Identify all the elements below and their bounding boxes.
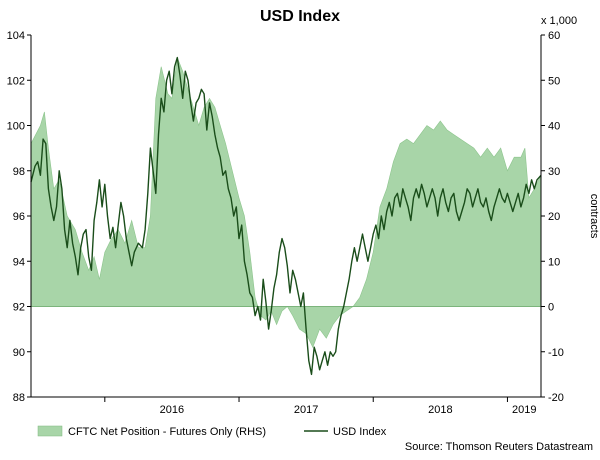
right-tick-label: 40 xyxy=(548,121,560,133)
right-tick-label: -20 xyxy=(548,392,564,404)
legend-area-label: CFTC Net Position - Futures Only (RHS) xyxy=(68,426,266,438)
left-tick-label: 88 xyxy=(13,392,25,404)
right-tick-label: 60 xyxy=(548,30,560,42)
left-tick-label: 104 xyxy=(7,30,25,42)
source-note: Source: Thomson Reuters Datastream xyxy=(405,441,593,453)
right-tick-label: 30 xyxy=(548,166,560,178)
left-tick-label: 92 xyxy=(13,302,25,314)
right-tick-label: 50 xyxy=(548,75,560,87)
line-layer xyxy=(30,56,542,376)
right-tick-label: 20 xyxy=(548,211,560,223)
x-tick-label: 2016 xyxy=(160,404,184,416)
left-tick-label: 96 xyxy=(13,211,25,223)
usd-index-line xyxy=(30,56,542,376)
legend: CFTC Net Position - Futures Only (RHS) U… xyxy=(37,425,387,438)
left-tick-label: 100 xyxy=(7,121,25,133)
legend-area-swatch xyxy=(37,425,63,437)
chart-title: USD Index xyxy=(260,8,340,25)
right-tick-label: 0 xyxy=(548,302,554,314)
legend-line-label: USD Index xyxy=(333,426,387,438)
left-tick-label: 90 xyxy=(13,347,25,359)
left-tick-label: 98 xyxy=(13,166,25,178)
x-tick-label: 2018 xyxy=(428,404,452,416)
right-tick-label: -10 xyxy=(548,347,564,359)
right-axis-multiplier: x 1,000 xyxy=(541,15,577,27)
x-tick-label: 2019 xyxy=(512,404,536,416)
right-axis-label: contracts xyxy=(588,194,600,239)
left-tick-label: 102 xyxy=(7,75,25,87)
right-tick-label: 10 xyxy=(548,256,560,268)
axes-layer: 88 90 92 94 96 98 100 102 104 -20 -10 0 10 20 30 40 50 60… xyxy=(7,30,564,416)
left-tick-label: 94 xyxy=(13,256,25,268)
x-tick-label: 2017 xyxy=(294,404,318,416)
